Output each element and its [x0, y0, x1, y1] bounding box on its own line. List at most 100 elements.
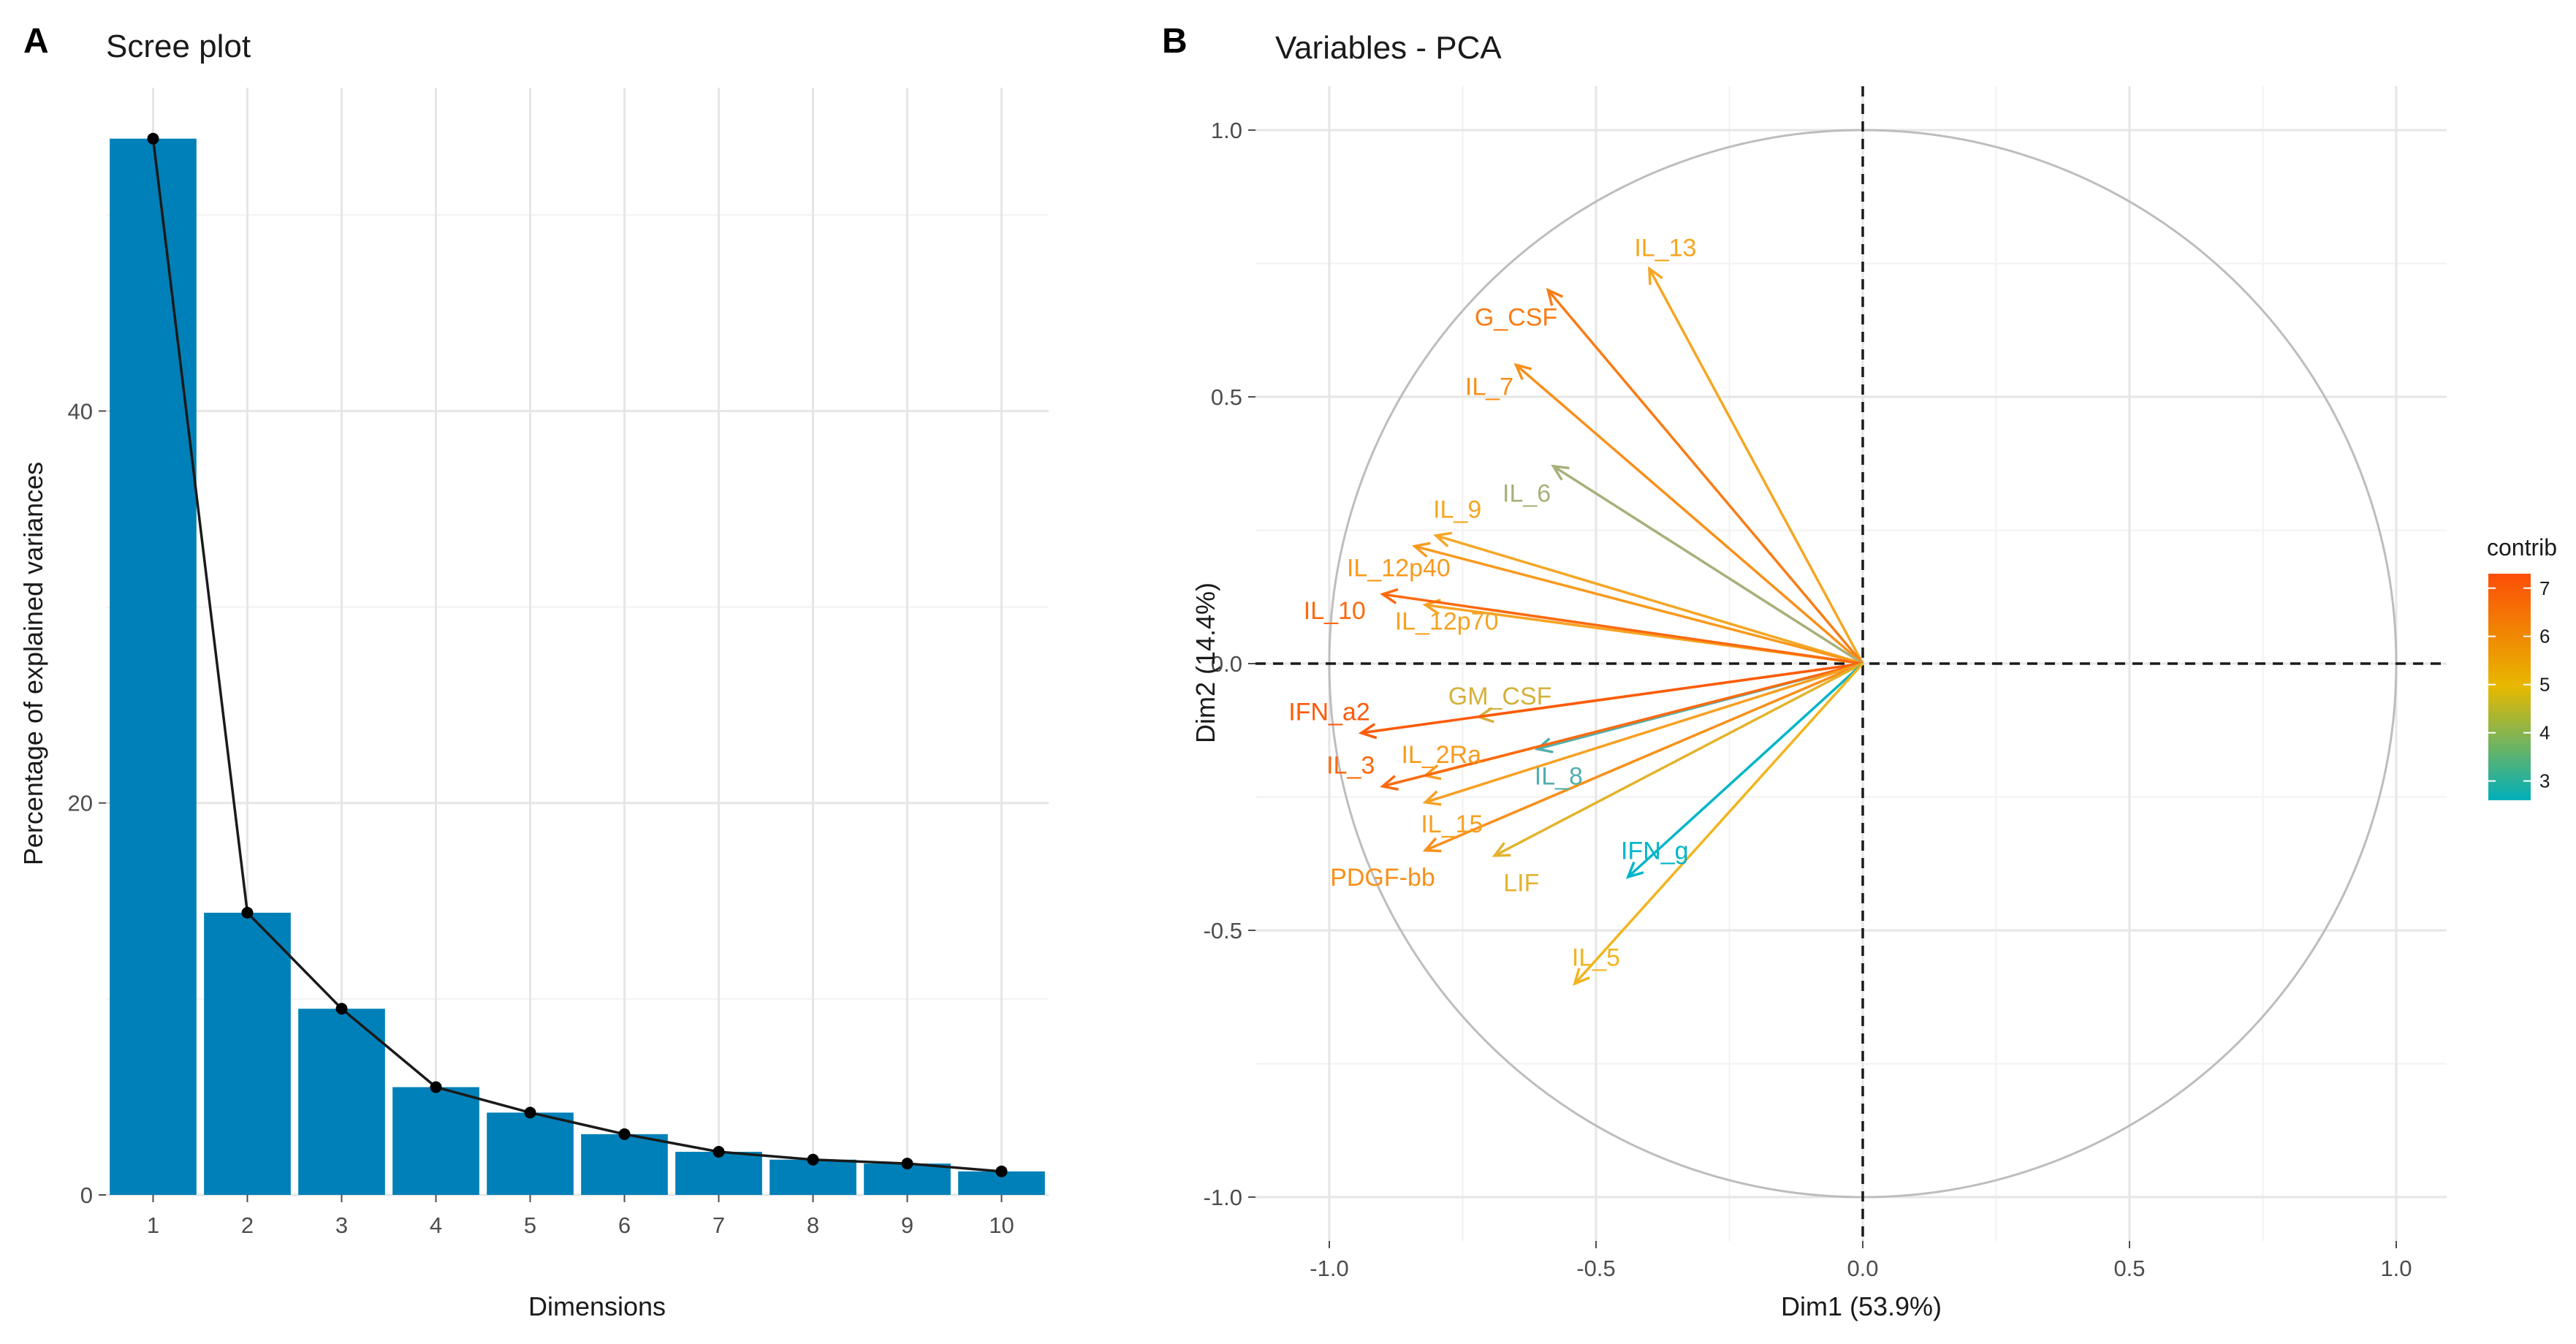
- label-IL_2Ra: IL_2Ra: [1401, 741, 1481, 769]
- legend-tick-label: 5: [2539, 674, 2550, 696]
- arrowhead-IFN_g: [1625, 861, 1644, 879]
- arrow-IL_13: [1648, 267, 1864, 664]
- pca-y-tick-label: -1.0: [1204, 1185, 1242, 1210]
- arrow-IL_5: [1573, 662, 1864, 985]
- scree-x-tick-label: 4: [430, 1212, 442, 1238]
- arrow-IL_7: [1515, 363, 1864, 665]
- scree-y-tick-label: 20: [68, 791, 93, 816]
- legend-tick-label: 7: [2539, 577, 2550, 599]
- scree-bar-3: [298, 1009, 385, 1195]
- arrow-LIF: [1494, 662, 1863, 857]
- pca-y-tick-label: 0.5: [1211, 384, 1242, 410]
- arrow-IL_12p40: [1414, 544, 1863, 665]
- arrowhead-IL_6: [1551, 464, 1570, 481]
- label-IL_10: IL_10: [1304, 597, 1366, 625]
- scree-trend-line: [151, 138, 1002, 1173]
- scree-point-3: [335, 1003, 348, 1015]
- scree-x-ticks: 1 2 3 4 5 6 7 8 9 10: [147, 1195, 1014, 1238]
- scree-x-tick-label: 3: [335, 1212, 348, 1238]
- label-G_CSF: G_CSF: [1475, 304, 1557, 332]
- scree-bars: [110, 138, 1045, 1196]
- pca-x-tick-label: -1.0: [1310, 1256, 1348, 1281]
- label-IL_9: IL_9: [1433, 496, 1481, 523]
- scree-x-tick-label: 9: [901, 1212, 913, 1238]
- pca-x-tick-label: 0.0: [1847, 1256, 1878, 1281]
- legend-colorbar: [2488, 574, 2531, 800]
- scree-line: [147, 132, 1008, 1177]
- label-IFN_g: IFN_g: [1621, 838, 1689, 865]
- scree-point-2: [241, 906, 254, 919]
- pca-y-tick-label: -0.5: [1204, 918, 1242, 944]
- arrow-IL_9: [1435, 534, 1863, 665]
- label-IL_12p70: IL_12p70: [1395, 608, 1499, 636]
- scree-x-tick-label: 8: [807, 1212, 819, 1238]
- scree-point-8: [807, 1153, 819, 1166]
- pca-x-tick-label: -0.5: [1576, 1256, 1615, 1281]
- pca-x-axis-title: Dim1 (53.9%): [1781, 1291, 1942, 1321]
- arrowhead-IL_13: [1648, 266, 1663, 285]
- scree-x-tick-label: 6: [618, 1212, 631, 1238]
- legend-ticks: 3 4 5 6 7: [2488, 577, 2550, 792]
- legend-tick-label: 3: [2539, 770, 2550, 792]
- pca-variable-arrows: [1358, 266, 1864, 986]
- arrowhead-IFN_a2: [1358, 723, 1378, 740]
- label-IL_3: IL_3: [1326, 752, 1375, 780]
- arrowhead-PDGF-bb: [1422, 837, 1442, 853]
- arrowhead-IL_15: [1422, 790, 1442, 806]
- arrow-IFN_a2: [1361, 662, 1863, 734]
- arrow-IL_10: [1382, 593, 1863, 665]
- pca-x-tick-label: 1.0: [2380, 1256, 2412, 1281]
- label-IL_5: IL_5: [1572, 944, 1620, 972]
- scree-point-1: [147, 132, 159, 145]
- legend-tick-label: 4: [2539, 722, 2550, 744]
- scree-y-axis-title: Percentage of explained variances: [18, 462, 48, 865]
- pca-y-ticks: -1.0 -0.5 0.0 0.5 1.0: [1204, 118, 1255, 1210]
- label-IL_12p40: IL_12p40: [1347, 555, 1451, 582]
- pca-y-axis-title: Dim2 (14.4%): [1190, 582, 1220, 743]
- scree-point-4: [430, 1081, 442, 1093]
- scree-y-tick-label: 0: [80, 1182, 93, 1208]
- arrowhead-IL_8: [1534, 737, 1554, 753]
- scree-x-tick-label: 5: [524, 1212, 536, 1238]
- arrow-IL_15: [1424, 662, 1863, 804]
- scree-plot-title: Scree plot: [106, 29, 251, 64]
- scree-y-ticks: 0 20 40: [68, 398, 106, 1208]
- label-LIF: LIF: [1503, 869, 1539, 897]
- scree-bar-2: [204, 912, 291, 1195]
- panel-a-letter: A: [23, 22, 49, 61]
- pca-plot-title: Variables - PCA: [1275, 30, 1502, 66]
- label-IL_15: IL_15: [1421, 810, 1483, 838]
- pca-y-tick-label: 1.0: [1211, 118, 1242, 143]
- scree-bar-5: [487, 1112, 574, 1195]
- arrowhead-G_CSF: [1546, 287, 1564, 306]
- arrowhead-IL_3: [1380, 775, 1399, 791]
- label-IL_13: IL_13: [1634, 235, 1696, 262]
- scree-point-5: [524, 1106, 536, 1119]
- label-IFN_a2: IFN_a2: [1288, 699, 1370, 726]
- arrowhead-LIF: [1492, 842, 1511, 857]
- pca-x-tick-label: 0.5: [2113, 1256, 2145, 1281]
- label-GM_CSF: GM_CSF: [1448, 683, 1552, 710]
- scree-bar-1: [110, 138, 197, 1196]
- pca-variable-labels: IL_13 G_CSF IL_7 IL_6 IL_9 IL_12p40 IL_12p70 IL…: [1288, 235, 1696, 972]
- scree-x-axis-title: Dimensions: [528, 1291, 666, 1321]
- label-IL_7: IL_7: [1465, 373, 1513, 400]
- arrowhead-IL_10: [1380, 588, 1399, 604]
- label-PDGF-bb: PDGF-bb: [1330, 864, 1435, 892]
- scree-x-tick-label: 10: [989, 1212, 1014, 1238]
- scree-point-6: [618, 1128, 631, 1140]
- arrow-IL_3: [1382, 662, 1863, 788]
- arrow-PDGF-bb: [1424, 662, 1863, 852]
- scree-x-tick-label: 1: [147, 1212, 159, 1238]
- legend-title: contrib: [2487, 534, 2557, 561]
- label-IL_6: IL_6: [1502, 479, 1551, 507]
- scree-bar-7: [675, 1152, 762, 1195]
- pca-y-tick-label: 0.0: [1211, 651, 1242, 677]
- arrowhead-IL_5: [1573, 968, 1590, 986]
- scree-bar-8: [770, 1159, 856, 1195]
- arrowhead-IL_9: [1433, 531, 1453, 547]
- label-IL_8: IL_8: [1535, 762, 1583, 790]
- pca-zero-axes: [1255, 86, 2447, 1241]
